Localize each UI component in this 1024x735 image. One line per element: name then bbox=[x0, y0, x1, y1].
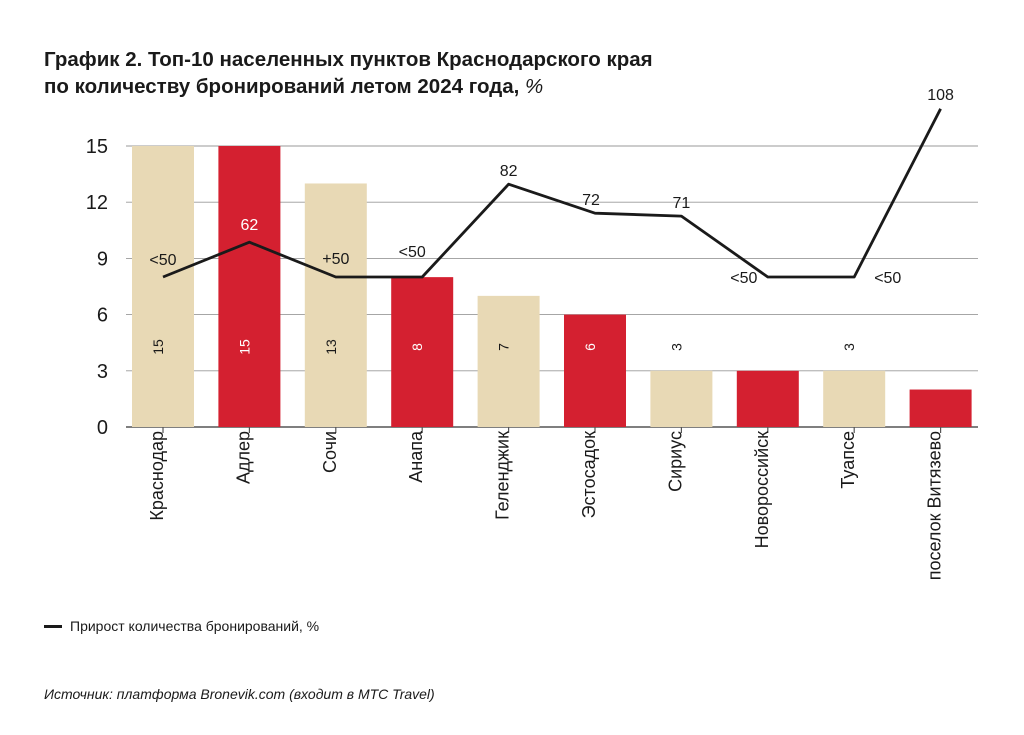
bar-3 bbox=[391, 277, 454, 427]
y-tick-label-3: 3 bbox=[97, 361, 108, 383]
legend-line-swatch bbox=[44, 624, 62, 628]
bar-4 bbox=[477, 295, 540, 427]
bar-value-label-6: 3 bbox=[668, 343, 684, 351]
bar-value-label-0: 15 bbox=[150, 339, 166, 355]
bar-9 bbox=[909, 389, 972, 427]
growth-line bbox=[162, 108, 942, 279]
line-value-label-4: 82 bbox=[500, 163, 518, 180]
bar-1 bbox=[218, 146, 281, 427]
y-tick-label-15: 15 bbox=[86, 136, 108, 158]
title-unit: % bbox=[525, 75, 544, 98]
y-tick-label-12: 12 bbox=[86, 192, 108, 214]
title-line-2: по количеству бронирований летом 2024 го… bbox=[44, 73, 653, 100]
bar-0 bbox=[132, 146, 194, 427]
legend: Прирост количества бронирований, % bbox=[44, 618, 319, 634]
bar-7 bbox=[736, 370, 799, 427]
line-value-label-1: 62 bbox=[241, 217, 259, 234]
x-tick-label-9: поселок Витязево bbox=[925, 431, 945, 580]
bar-value-label-9: 2 bbox=[928, 343, 944, 351]
line-value-label-3: <50 bbox=[399, 244, 426, 261]
line-value-label-0: <50 bbox=[149, 252, 176, 269]
bar-value-label-8: 3 bbox=[841, 343, 857, 351]
line-value-label-5: 72 bbox=[582, 192, 600, 209]
bar-2 bbox=[304, 183, 367, 427]
chart-title: График 2. Топ-10 населенных пунктов Крас… bbox=[44, 46, 653, 100]
y-tick-label-0: 0 bbox=[97, 417, 108, 439]
source-note: Источник: платформа Bronevik.com (входит… bbox=[44, 686, 435, 702]
line-value-label-9: 108 bbox=[927, 87, 954, 104]
x-tick-label-2: Сочи bbox=[320, 431, 340, 473]
bar-6 bbox=[650, 370, 713, 427]
y-tick-label-6: 6 bbox=[97, 305, 108, 327]
legend-line-label: Прирост количества бронирований, % bbox=[70, 618, 320, 634]
y-tick-label-9: 9 bbox=[97, 248, 108, 270]
bar-value-label-5: 6 bbox=[582, 343, 598, 351]
x-tick-label-7: Новороссийск bbox=[752, 431, 772, 549]
title-line-1: График 2. Топ-10 населенных пунктов Крас… bbox=[44, 48, 653, 71]
x-tick-label-8: Туапсе bbox=[838, 431, 858, 489]
bar-8 bbox=[823, 370, 886, 427]
bar-5 bbox=[564, 314, 626, 427]
bar-value-label-1: 15 bbox=[236, 339, 252, 355]
x-tick-label-5: Эстосадок bbox=[579, 431, 599, 519]
line-value-label-2: +50 bbox=[322, 251, 349, 268]
bar-value-label-7: 3 bbox=[755, 343, 771, 351]
x-tick-label-6: Сириус bbox=[665, 431, 685, 492]
line-value-label-6: 71 bbox=[673, 195, 691, 212]
title-line-2-text: по количеству бронирований летом 2024 го… bbox=[44, 75, 520, 98]
x-tick-label-3: Анапа bbox=[406, 430, 426, 483]
line-value-label-7: <50 bbox=[730, 270, 757, 287]
bar-value-label-2: 13 bbox=[323, 339, 339, 355]
x-tick-label-0: Краснодар bbox=[147, 431, 167, 521]
line-value-label-8: <50 bbox=[874, 270, 901, 287]
x-tick-label-4: Геленджик bbox=[493, 431, 513, 520]
bar-value-label-3: 8 bbox=[409, 343, 425, 351]
x-tick-label-1: Адлер bbox=[233, 431, 253, 484]
bar-line-chart: 0 3 6 9 12 15 15 15 13 8 7 6 3 3 3 2 Краснодар Адлер Сочи А… bbox=[86, 87, 978, 580]
bar-value-label-4: 7 bbox=[496, 343, 512, 351]
